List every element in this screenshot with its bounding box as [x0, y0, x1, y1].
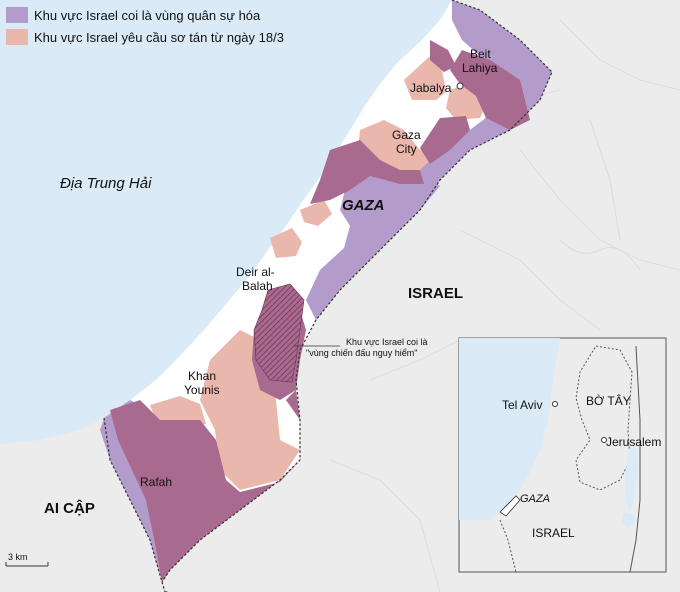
inset-jerusalem-label: Jerusalem — [606, 435, 661, 449]
inset-sea — [459, 338, 560, 520]
legend-label-evacuation: Khu vực Israel yêu cầu sơ tán từ ngày 18… — [34, 29, 284, 45]
gaza-israel-border — [161, 0, 553, 583]
combat-zone-label-line1: Khu vực Israel coi là — [346, 337, 428, 347]
legend: Khu vực Israel coi là vùng quân sự hóa K… — [6, 4, 284, 48]
legend-item-evacuation: Khu vực Israel yêu cầu sơ tán từ ngày 18… — [6, 26, 284, 48]
inset-lake — [622, 512, 636, 528]
inset-west-bank-label: BỜ TÂY — [586, 393, 631, 408]
deir-al-balah-label-line1: Deir al- — [236, 265, 275, 279]
gaza-label: GAZA — [342, 197, 385, 214]
gaza-city-label-line1: Gaza — [392, 128, 421, 142]
rafah-label: Rafah — [140, 475, 172, 489]
legend-label-militarized: Khu vực Israel coi là vùng quân sự hóa — [34, 7, 261, 23]
inset-map: Tel Aviv BỜ TÂY Jerusalem GAZA ISRAEL — [458, 337, 667, 573]
gaza-city-label-line2: City — [396, 142, 417, 156]
israel-label: ISRAEL — [408, 285, 463, 302]
jabalya-marker — [456, 82, 464, 90]
inset-israel-label: ISRAEL — [532, 526, 575, 540]
beit-lahiya-label-line1: Beit — [470, 47, 491, 61]
road-network — [329, 19, 680, 592]
legend-swatch-evacuation — [6, 29, 28, 45]
scale-bar — [5, 562, 49, 567]
inset-gaza — [499, 495, 521, 517]
inset-border-egypt — [499, 519, 517, 573]
inset-dead-sea — [626, 446, 638, 512]
combat-zone-label-line2: "vùng chiến đấu nguy hiểm" — [306, 348, 417, 358]
jabalya-label: Jabalya — [410, 81, 452, 95]
inset-tel-aviv-label: Tel Aviv — [502, 398, 542, 412]
beit-lahiya-label-line2: Lahiya — [462, 61, 498, 75]
sea-label: Địa Trung Hải — [60, 175, 152, 192]
khan-younis-label-line2: Younis — [184, 383, 220, 397]
legend-item-militarized: Khu vực Israel coi là vùng quân sự hóa — [6, 4, 284, 26]
deir-al-balah-label-line2: Balah — [242, 279, 273, 293]
egypt-label: AI CẬP — [44, 499, 95, 517]
scale-label: 3 km — [8, 552, 28, 562]
combat-zone-hatched — [253, 283, 305, 383]
inset-gaza-label: GAZA — [520, 493, 550, 505]
khan-younis-label-line1: Khan — [188, 369, 216, 383]
gaza-egypt-border — [103, 417, 166, 592]
inset-border-jordan — [629, 345, 641, 573]
jerusalem-marker — [601, 437, 607, 443]
legend-swatch-militarized — [6, 7, 28, 23]
mediterranean-sea — [0, 0, 452, 444]
tel-aviv-marker — [552, 401, 558, 407]
